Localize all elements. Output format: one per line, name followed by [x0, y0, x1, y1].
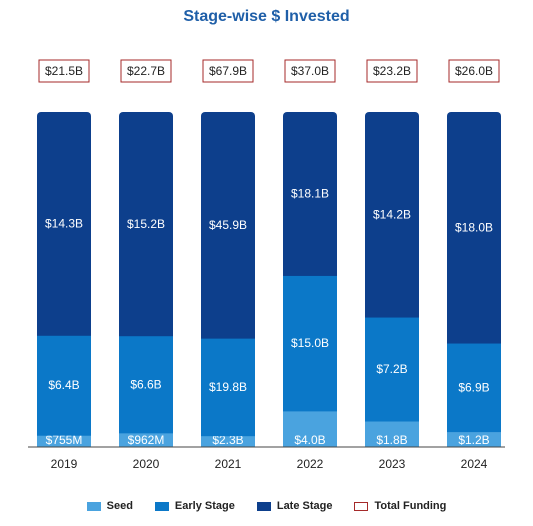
legend-label-late-stage: Late Stage — [276, 500, 333, 512]
legend-swatch-late-stage — [256, 501, 271, 511]
legend-item-total-funding: Total Funding — [354, 500, 446, 512]
bar-early-stage-2021 — [201, 338, 255, 437]
bar-label-early-stage-2020: $6.6B — [130, 377, 161, 391]
bar-late-stage-2024 — [447, 112, 501, 344]
total-label-2021: $67.9B — [209, 64, 247, 78]
bar-label-seed-2024: $1.2B — [458, 433, 489, 447]
total-box-2024 — [448, 59, 500, 83]
legend-label-early-stage: Early Stage — [174, 500, 235, 512]
bar-label-late-stage-2023: $14.2B — [373, 208, 411, 222]
total-label-2020: $22.7B — [127, 64, 165, 78]
bar-label-seed-2021: $2.3B — [212, 433, 243, 447]
bar-early-stage-2024 — [447, 343, 501, 433]
bar-label-late-stage-2019: $14.3B — [45, 217, 83, 231]
bar-late-stage-2020 — [119, 112, 173, 337]
bar-label-seed-2023: $1.8B — [376, 433, 407, 447]
bar-label-late-stage-2022: $18.1B — [291, 187, 329, 201]
legend-label-seed: Seed — [106, 500, 133, 512]
total-box-2021 — [202, 59, 254, 83]
total-box-2020 — [120, 59, 172, 83]
bar-label-late-stage-2020: $15.2B — [127, 217, 165, 231]
legend-label-total-funding: Total Funding — [374, 500, 447, 512]
bar-late-stage-2023 — [365, 112, 419, 318]
bar-label-early-stage-2023: $7.2B — [376, 362, 407, 376]
legend-swatch-seed — [86, 501, 101, 511]
bar-label-early-stage-2019: $6.4B — [48, 378, 79, 392]
x-tick-label-2020: 2020 — [133, 457, 160, 471]
x-tick-label-2019: 2019 — [51, 457, 78, 471]
bar-late-stage-2019 — [37, 112, 91, 336]
total-label-2024: $26.0B — [455, 64, 493, 78]
bar-late-stage-2021 — [201, 112, 255, 339]
x-tick-label-2021: 2021 — [215, 457, 242, 471]
bar-label-early-stage-2021: $19.8B — [209, 380, 247, 394]
x-tick-label-2022: 2022 — [297, 457, 324, 471]
bar-label-early-stage-2024: $6.9B — [458, 380, 489, 394]
legend-item-late-stage: Late Stage — [256, 500, 333, 512]
bar-early-stage-2019 — [37, 335, 91, 436]
total-label-2022: $37.0B — [291, 64, 329, 78]
legend: Seed Early Stage Late Stage Total Fundin… — [0, 500, 533, 512]
legend-item-seed: Seed — [86, 500, 133, 512]
x-tick-label-2024: 2024 — [461, 457, 488, 471]
total-label-2019: $21.5B — [45, 64, 83, 78]
total-box-2023 — [366, 59, 418, 83]
bar-seed-2023 — [365, 421, 419, 448]
bar-late-stage-2022 — [283, 112, 337, 276]
bar-label-seed-2019: $755M — [46, 433, 83, 447]
bar-label-late-stage-2021: $45.9B — [209, 218, 247, 232]
bar-seed-2024 — [447, 431, 501, 448]
bar-early-stage-2022 — [283, 275, 337, 412]
total-box-2022 — [284, 59, 336, 83]
bar-seed-2022 — [283, 410, 337, 448]
bar-seed-2020 — [119, 432, 173, 448]
bar-early-stage-2020 — [119, 335, 173, 434]
bar-early-stage-2023 — [365, 317, 419, 422]
bar-label-late-stage-2024: $18.0B — [455, 221, 493, 235]
legend-item-early-stage: Early Stage — [154, 500, 235, 512]
bar-label-seed-2022: $4.0B — [294, 433, 325, 447]
legend-swatch-early-stage — [154, 501, 169, 511]
chart-title: Stage-wise $ Invested — [183, 8, 350, 25]
legend-swatch-total-funding — [354, 501, 369, 511]
total-label-2023: $23.2B — [373, 64, 411, 78]
bar-label-seed-2020: $962M — [128, 433, 165, 447]
bar-label-early-stage-2022: $15.0B — [291, 336, 329, 350]
total-box-2019 — [38, 59, 90, 83]
bar-seed-2021 — [201, 435, 255, 448]
bar-seed-2019 — [37, 435, 91, 448]
x-tick-label-2023: 2023 — [379, 457, 406, 471]
